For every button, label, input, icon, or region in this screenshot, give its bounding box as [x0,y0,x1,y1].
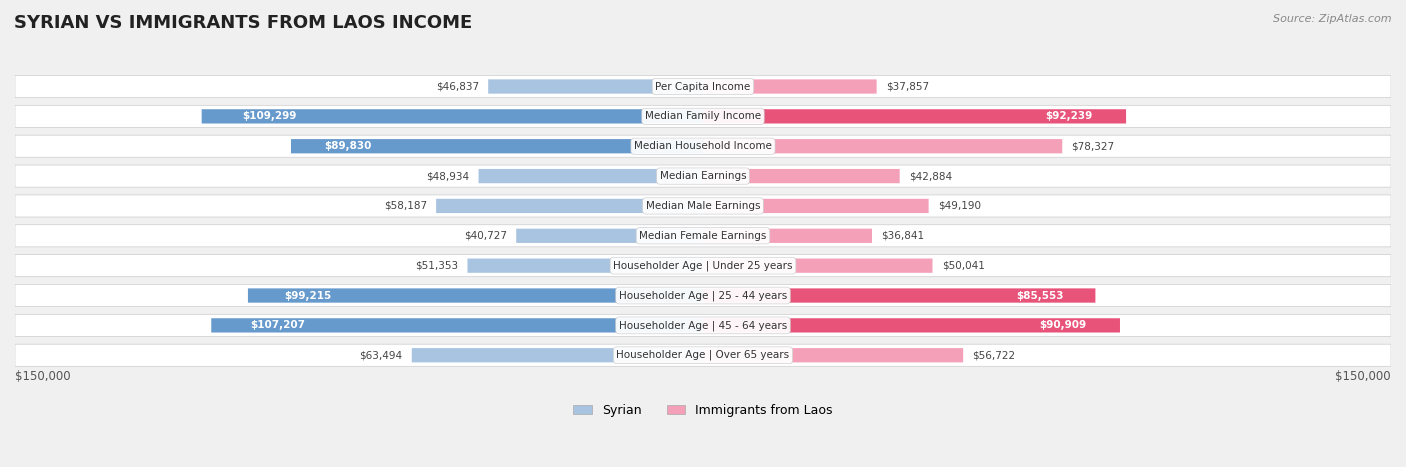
Text: $46,837: $46,837 [436,82,479,92]
FancyBboxPatch shape [488,79,703,94]
Text: Householder Age | 25 - 44 years: Householder Age | 25 - 44 years [619,290,787,301]
Text: $56,722: $56,722 [973,350,1015,360]
FancyBboxPatch shape [15,195,1391,217]
FancyBboxPatch shape [467,259,703,273]
Legend: Syrian, Immigrants from Laos: Syrian, Immigrants from Laos [568,399,838,422]
FancyBboxPatch shape [201,109,703,123]
Text: $78,327: $78,327 [1071,141,1115,151]
FancyBboxPatch shape [436,199,703,213]
Text: $49,190: $49,190 [938,201,981,211]
Text: $92,239: $92,239 [1045,111,1092,121]
FancyBboxPatch shape [703,109,1126,123]
Text: $150,000: $150,000 [15,370,70,383]
FancyBboxPatch shape [703,259,932,273]
Text: $107,207: $107,207 [250,320,305,330]
FancyBboxPatch shape [703,318,1121,333]
Text: $58,187: $58,187 [384,201,427,211]
FancyBboxPatch shape [15,135,1391,157]
Text: $85,553: $85,553 [1017,290,1064,301]
Text: $40,727: $40,727 [464,231,508,241]
Text: $36,841: $36,841 [882,231,924,241]
FancyBboxPatch shape [703,289,1095,303]
FancyBboxPatch shape [703,79,876,94]
FancyBboxPatch shape [15,225,1391,247]
Text: $90,909: $90,909 [1039,320,1087,330]
Text: SYRIAN VS IMMIGRANTS FROM LAOS INCOME: SYRIAN VS IMMIGRANTS FROM LAOS INCOME [14,14,472,32]
Text: Median Household Income: Median Household Income [634,141,772,151]
FancyBboxPatch shape [247,289,703,303]
Text: $50,041: $50,041 [942,261,984,271]
FancyBboxPatch shape [703,139,1063,153]
Text: Median Female Earnings: Median Female Earnings [640,231,766,241]
Text: $37,857: $37,857 [886,82,929,92]
Text: $99,215: $99,215 [284,290,332,301]
Text: Householder Age | Under 25 years: Householder Age | Under 25 years [613,261,793,271]
Text: Median Family Income: Median Family Income [645,111,761,121]
FancyBboxPatch shape [15,255,1391,277]
Text: Source: ZipAtlas.com: Source: ZipAtlas.com [1274,14,1392,24]
FancyBboxPatch shape [703,348,963,362]
Text: $109,299: $109,299 [242,111,297,121]
FancyBboxPatch shape [478,169,703,183]
FancyBboxPatch shape [15,165,1391,187]
FancyBboxPatch shape [15,344,1391,366]
FancyBboxPatch shape [516,229,703,243]
FancyBboxPatch shape [15,314,1391,336]
FancyBboxPatch shape [703,229,872,243]
Text: Median Earnings: Median Earnings [659,171,747,181]
FancyBboxPatch shape [15,106,1391,127]
FancyBboxPatch shape [15,284,1391,306]
Text: $89,830: $89,830 [323,141,371,151]
FancyBboxPatch shape [703,169,900,183]
Text: Per Capita Income: Per Capita Income [655,82,751,92]
Text: $42,884: $42,884 [908,171,952,181]
FancyBboxPatch shape [211,318,703,333]
FancyBboxPatch shape [703,199,928,213]
FancyBboxPatch shape [291,139,703,153]
Text: $63,494: $63,494 [360,350,402,360]
Text: Householder Age | Over 65 years: Householder Age | Over 65 years [616,350,790,361]
Text: Median Male Earnings: Median Male Earnings [645,201,761,211]
Text: Householder Age | 45 - 64 years: Householder Age | 45 - 64 years [619,320,787,331]
Text: $51,353: $51,353 [415,261,458,271]
FancyBboxPatch shape [15,76,1391,98]
FancyBboxPatch shape [412,348,703,362]
Text: $150,000: $150,000 [1336,370,1391,383]
Text: $48,934: $48,934 [426,171,470,181]
